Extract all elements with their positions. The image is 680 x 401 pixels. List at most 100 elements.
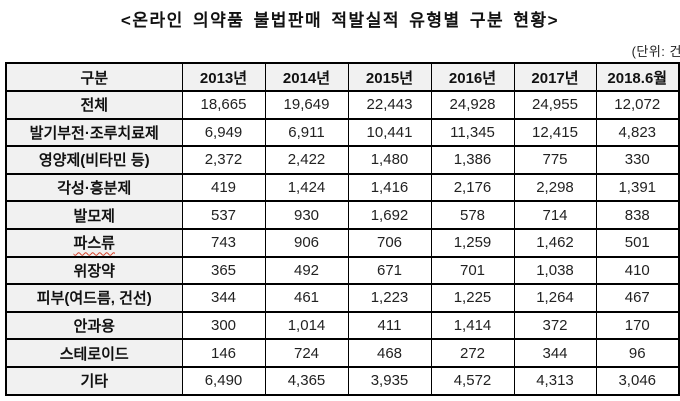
value-cell: 501 [595, 227, 680, 258]
row-label-cell: 스테로이드 [5, 338, 183, 368]
value-cell: 1,462 [513, 227, 597, 258]
value-cell: 1,259 [430, 227, 515, 258]
page-title: <온라인 의약품 불법판매 적발실적 유형별 구분 현황> [120, 11, 560, 30]
row-label-cell: 발기부전·조루치료제 [5, 117, 183, 148]
value-cell: 1,386 [430, 145, 515, 175]
value-cell: 930 [264, 200, 349, 230]
value-cell: 19,649 [264, 90, 349, 120]
table-row: 안과용 300 1,014 411 1,414 372 170 [5, 310, 680, 341]
value-cell: 330 [595, 145, 680, 175]
table-row: 영양제(비타민 등) 2,372 2,422 1,480 1,386 775 330 [5, 145, 680, 175]
value-cell: 1,225 [430, 283, 515, 313]
value-cell: 714 [513, 200, 597, 230]
value-cell: 344 [513, 338, 597, 368]
column-header-year: 2014년 [264, 62, 349, 92]
value-cell: 906 [264, 227, 349, 258]
row-label: 발모제 [73, 207, 115, 225]
row-label-cell: 각성·흥분제 [5, 172, 183, 203]
table-row: 위장약 365 492 671 701 1,038 410 [5, 255, 680, 286]
value-cell: 838 [595, 200, 680, 230]
column-header-category: 구분 [5, 62, 183, 92]
column-header-year: 2018.6월 [595, 62, 680, 92]
value-cell: 24,928 [430, 90, 515, 120]
value-cell: 146 [181, 338, 266, 368]
value-cell: 96 [595, 338, 680, 368]
value-cell: 1,414 [430, 310, 515, 341]
table-row: 피부(여드름, 건선) 344 461 1,223 1,225 1,264 467 [5, 283, 680, 313]
value-cell: 468 [347, 338, 432, 368]
table-row: 기타 6,490 4,365 3,935 4,572 4,313 3,046 [5, 365, 680, 396]
row-label-cell: 발모제 [5, 200, 183, 230]
table-row: 스테로이드 146 724 468 272 344 96 [5, 338, 680, 368]
table-row: 발기부전·조루치료제 6,949 6,911 10,441 11,345 12,415 4,… [5, 117, 680, 148]
value-cell: 706 [347, 227, 432, 258]
row-label-cell: 영양제(비타민 등) [5, 145, 183, 175]
row-label: 각성·흥분제 [57, 180, 132, 198]
column-header-year: 2013년 [181, 62, 266, 92]
row-label: 전체 [80, 97, 109, 115]
value-cell: 170 [595, 310, 680, 341]
value-cell: 12,072 [595, 90, 680, 120]
value-cell: 300 [181, 310, 266, 341]
value-cell: 671 [347, 255, 432, 286]
row-label-cell: 파스류 [5, 227, 183, 258]
value-cell: 372 [513, 310, 597, 341]
value-cell: 492 [264, 255, 349, 286]
value-cell: 578 [430, 200, 515, 230]
value-cell: 1,480 [347, 145, 432, 175]
value-cell: 701 [430, 255, 515, 286]
row-label-cell: 안과용 [5, 310, 183, 341]
value-cell: 272 [430, 338, 515, 368]
row-label: 영양제(비타민 등) [38, 152, 150, 170]
value-cell: 1,264 [513, 283, 597, 313]
row-label-cell: 기타 [5, 365, 183, 396]
value-cell: 4,313 [513, 365, 597, 396]
value-cell: 3,046 [595, 365, 680, 396]
row-label-cell: 위장약 [5, 255, 183, 286]
row-label: 발기부전·조루치료제 [29, 124, 159, 142]
row-label: 위장약 [73, 262, 115, 280]
table-row: 파스류 743 906 706 1,259 1,462 501 [5, 227, 680, 258]
value-cell: 10,441 [347, 117, 432, 148]
value-cell: 410 [595, 255, 680, 286]
value-cell: 1,692 [347, 200, 432, 230]
column-header-year: 2015년 [347, 62, 432, 92]
value-cell: 1,223 [347, 283, 432, 313]
value-cell: 4,823 [595, 117, 680, 148]
value-cell: 6,949 [181, 117, 266, 148]
row-label-cell: 피부(여드름, 건선) [5, 283, 183, 313]
value-cell: 11,345 [430, 117, 515, 148]
row-label: 안과용 [73, 318, 115, 336]
data-table: 구분 2013년 2014년 2015년 2016년 2017년 2018.6월 전체 18,… [5, 62, 680, 396]
row-label: 파스류 [73, 235, 115, 253]
value-cell: 2,422 [264, 145, 349, 175]
value-cell: 4,572 [430, 365, 515, 396]
value-cell: 18,665 [181, 90, 266, 120]
table-row: 각성·흥분제 419 1,424 1,416 2,176 2,298 1,391 [5, 172, 680, 203]
value-cell: 6,490 [181, 365, 266, 396]
value-cell: 1,416 [347, 172, 432, 203]
value-cell: 3,935 [347, 365, 432, 396]
value-cell: 2,372 [181, 145, 266, 175]
table-header-row: 구분 2013년 2014년 2015년 2016년 2017년 2018.6월 [5, 62, 680, 92]
table-row: 발모제 537 930 1,692 578 714 838 [5, 200, 680, 230]
table-body: 전체 18,665 19,649 22,443 24,928 24,955 12,072 발기… [5, 90, 680, 396]
value-cell: 461 [264, 283, 349, 313]
value-cell: 2,298 [513, 172, 597, 203]
row-label: 피부(여드름, 건선) [36, 290, 152, 308]
value-cell: 22,443 [347, 90, 432, 120]
value-cell: 24,955 [513, 90, 597, 120]
value-cell: 2,176 [430, 172, 515, 203]
value-cell: 365 [181, 255, 266, 286]
value-cell: 6,911 [264, 117, 349, 148]
value-cell: 1,391 [595, 172, 680, 203]
value-cell: 4,365 [264, 365, 349, 396]
value-cell: 537 [181, 200, 266, 230]
value-cell: 419 [181, 172, 266, 203]
value-cell: 1,014 [264, 310, 349, 341]
value-cell: 467 [595, 283, 680, 313]
row-label-cell: 전체 [5, 90, 183, 120]
column-header-year: 2017년 [513, 62, 597, 92]
row-label: 스테로이드 [59, 345, 129, 363]
value-cell: 1,424 [264, 172, 349, 203]
